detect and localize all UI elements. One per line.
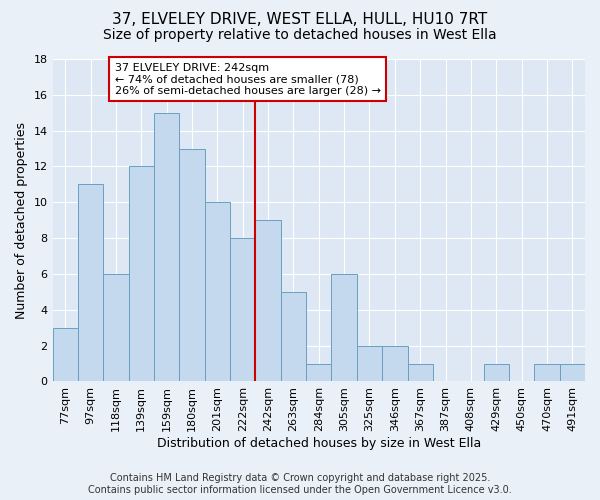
Bar [281,292,306,382]
Text: 37, ELVELEY DRIVE, WEST ELLA, HULL, HU10 7RT: 37, ELVELEY DRIVE, WEST ELLA, HULL, HU10… [112,12,488,28]
Bar [407,364,433,382]
Bar [205,202,230,382]
Bar [256,220,281,382]
Bar [560,364,585,382]
Text: Size of property relative to detached houses in West Ella: Size of property relative to detached ho… [103,28,497,42]
Bar [154,112,179,382]
Bar [103,274,128,382]
Text: Contains HM Land Registry data © Crown copyright and database right 2025.
Contai: Contains HM Land Registry data © Crown c… [88,474,512,495]
Bar [357,346,382,382]
Bar [484,364,509,382]
Bar [53,328,78,382]
Bar [230,238,256,382]
Bar [331,274,357,382]
Bar [382,346,407,382]
Bar [534,364,560,382]
X-axis label: Distribution of detached houses by size in West Ella: Distribution of detached houses by size … [157,437,481,450]
Text: 37 ELVELEY DRIVE: 242sqm
← 74% of detached houses are smaller (78)
26% of semi-d: 37 ELVELEY DRIVE: 242sqm ← 74% of detach… [115,62,380,96]
Y-axis label: Number of detached properties: Number of detached properties [15,122,28,318]
Bar [306,364,331,382]
Bar [179,148,205,382]
Bar [128,166,154,382]
Bar [78,184,103,382]
